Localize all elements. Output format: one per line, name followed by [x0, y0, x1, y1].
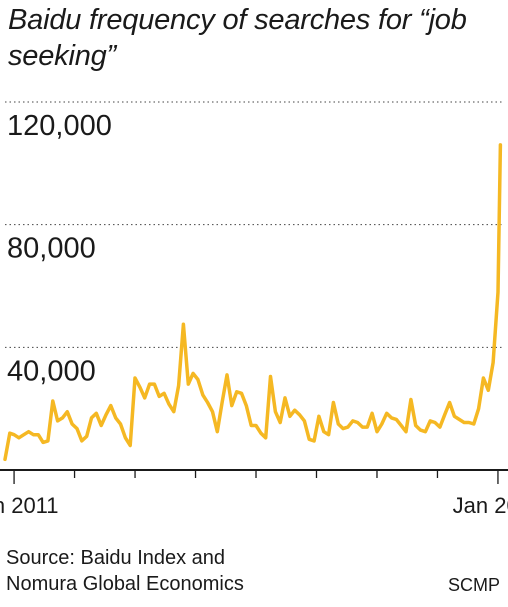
x-tick-label: Jan 2011: [0, 493, 59, 518]
source-line-2: Nomura Global Economics: [6, 573, 244, 595]
x-axis: Jan 2011 Jan 2019: [0, 469, 508, 518]
chart-title: Baidu frequency of searches for “job see…: [8, 4, 467, 72]
source-line-1: Source: Baidu Index and: [6, 547, 226, 569]
series-lines: [3, 143, 503, 462]
y-tick-label: 40,000: [7, 355, 96, 387]
source-note: Source: Baidu Index and Nomura Global Ec…: [6, 545, 244, 597]
credit-label: SCMP: [447, 575, 500, 595]
x-tick-label: Jan 2019: [453, 493, 508, 518]
y-tick-label: 80,000: [7, 233, 96, 265]
series-line: [3, 143, 503, 462]
y-tick-label: 120,000: [7, 110, 112, 142]
y-axis-labels: 120,000 80,000 40,000: [7, 110, 112, 387]
